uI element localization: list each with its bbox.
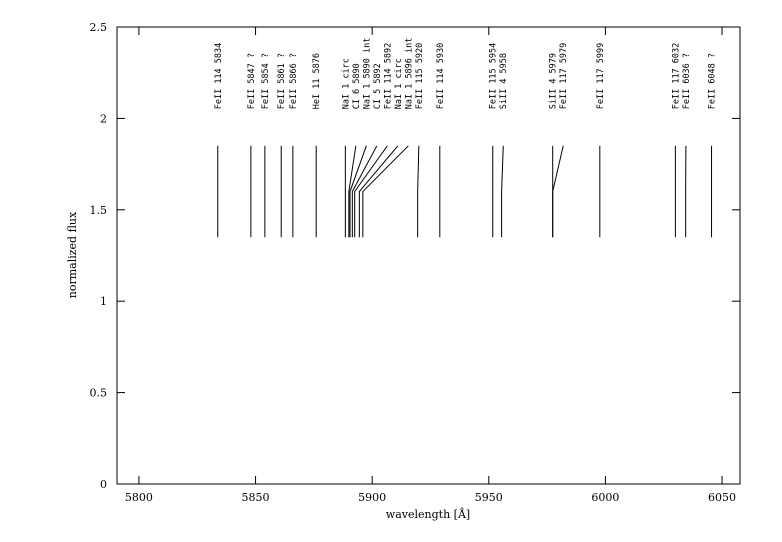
line-id-label: CI 6 5890 bbox=[352, 63, 362, 109]
y-tick-label: 0.5 bbox=[90, 387, 108, 400]
line-id-label: FeII 114 5834 bbox=[214, 43, 224, 110]
line-id-label: FeII 5854 ? bbox=[261, 53, 271, 109]
line-id-marker bbox=[362, 145, 409, 238]
line-id-marker bbox=[351, 145, 378, 238]
y-tick-label: 0 bbox=[100, 478, 107, 491]
line-id-label: FeII 117 5999 bbox=[596, 43, 606, 110]
line-id-marker bbox=[501, 145, 504, 238]
line-id-marker bbox=[358, 145, 399, 238]
x-tick-label: 6000 bbox=[591, 491, 619, 504]
line-id-label: NaI 1 5896 int bbox=[404, 38, 414, 110]
line-id-label: HeI 11 5876 bbox=[312, 53, 322, 109]
line-id-marker bbox=[349, 145, 367, 238]
line-id-label: FeII 6048 ? bbox=[708, 53, 718, 109]
line-id-label: SiII 4 5979 bbox=[549, 53, 559, 109]
line-id-label: FeII 117 6032 bbox=[671, 43, 681, 110]
x-tick-label: 6050 bbox=[708, 491, 736, 504]
x-tick-label: 5900 bbox=[358, 491, 386, 504]
line-id-label: FeII 115 5920 bbox=[415, 43, 425, 110]
line-id-label: FeII 114 5892 bbox=[383, 43, 393, 110]
line-id-marker bbox=[354, 145, 388, 238]
line-id-label: SiII 4 5958 bbox=[499, 53, 509, 109]
line-id-label: NaI 1 circ bbox=[341, 58, 351, 109]
line-id-label: FeII 117 5979 bbox=[559, 43, 569, 110]
line-id-label: NaI 1 5890 int bbox=[362, 38, 372, 110]
y-tick-label: 2.5 bbox=[90, 21, 108, 34]
line-id-label: FeII 5861 ? bbox=[277, 53, 287, 109]
line-id-marker bbox=[417, 145, 420, 238]
y-tick-label: 1 bbox=[100, 295, 107, 308]
y-tick-label: 1.5 bbox=[90, 204, 108, 217]
line-id-label: CI 5 5892 bbox=[373, 63, 383, 109]
x-tick-label: 5800 bbox=[125, 491, 153, 504]
x-tick-label: 5850 bbox=[242, 491, 270, 504]
line-id-label: FeII 115 5954 bbox=[489, 43, 499, 110]
line-id-label: FeII 5866 ? bbox=[289, 53, 299, 109]
line-id-label: NaI 1 circ bbox=[394, 58, 404, 109]
x-tick-label: 5950 bbox=[475, 491, 503, 504]
x-axis-label: wavelength [Å] bbox=[386, 507, 470, 521]
line-id-marker bbox=[348, 145, 357, 238]
line-id-marker bbox=[552, 145, 564, 238]
y-axis-label: normalized flux bbox=[66, 211, 79, 298]
line-id-label: FeII 6036 ? bbox=[682, 53, 692, 109]
line-id-label: FeII 5847 ? bbox=[247, 53, 257, 109]
line-id-label: FeII 114 5930 bbox=[436, 43, 446, 110]
plot-frame bbox=[116, 26, 741, 485]
y-tick-label: 2 bbox=[100, 112, 107, 125]
